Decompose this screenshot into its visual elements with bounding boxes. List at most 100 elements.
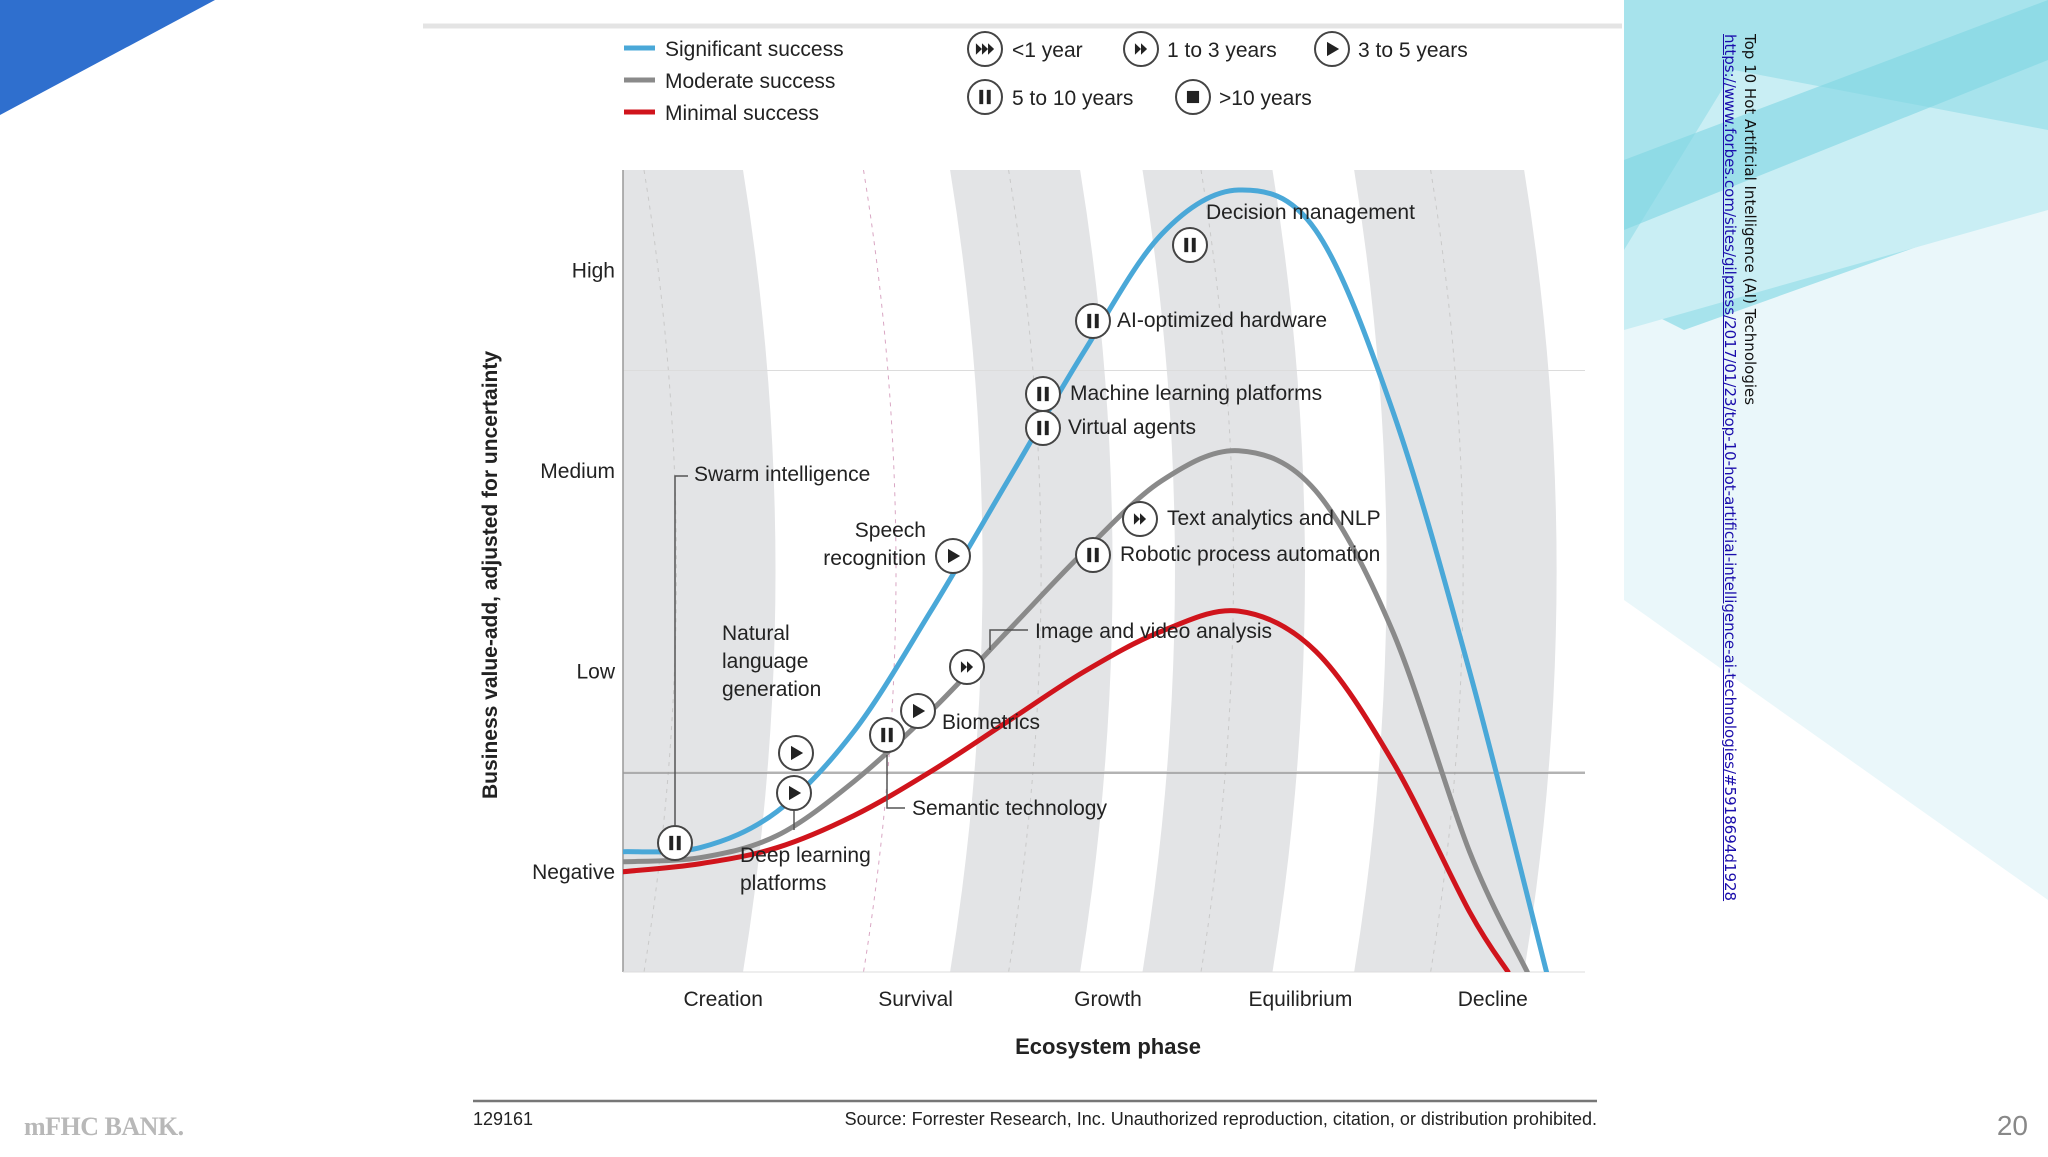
semantic-leader-line [886, 755, 905, 809]
play-icon [1314, 31, 1350, 67]
pause-bar [669, 835, 674, 851]
pause-bar [881, 727, 886, 743]
legend-label: Moderate success [665, 70, 835, 93]
grid-lines [623, 370, 1585, 774]
y-tick-label: High [572, 259, 615, 282]
pause-bar [1191, 237, 1196, 253]
footer-id: 129161 [473, 1109, 533, 1129]
marker-ai-optimized-hardware-pause-icon [1075, 303, 1111, 339]
x-tick-label: Creation [684, 988, 763, 1011]
icon-ring [1172, 227, 1208, 263]
reference-note: Top 10 Hot Artificial Intelligence (AI) … [1720, 34, 1760, 901]
legend-time-label: 1 to 3 years [1167, 39, 1277, 62]
marker-decision-management-pause-icon [1172, 227, 1208, 263]
technology-label: Text analytics and NLP [1167, 507, 1381, 530]
marker-deep-learning-platforms-play-icon [776, 775, 812, 811]
icon-ring [869, 717, 905, 753]
pause-bar [1044, 420, 1049, 436]
pause-bar [986, 89, 991, 105]
pause-bar [676, 835, 681, 851]
x-tick-label: Decline [1458, 988, 1528, 1011]
legend-time-label: 5 to 10 years [1012, 87, 1133, 110]
series-line-significant-success [623, 187, 1550, 972]
pause-bar [1094, 313, 1099, 329]
technology-markers: Decision management AI-optimized hardware… [657, 201, 1415, 895]
technology-label-line: language [722, 650, 808, 673]
page-number: 20 [1996, 1110, 2028, 1141]
stop-icon [1175, 79, 1211, 115]
y-tick-label: Negative [532, 861, 615, 884]
technology-label-line: platforms [740, 872, 826, 895]
series-line-moderate-success [623, 448, 1530, 972]
y-tick-label: Medium [540, 460, 615, 483]
technology-label-line: Speech [855, 519, 926, 542]
x-tick-label: Equilibrium [1248, 988, 1352, 1011]
marker-robotic-process-automation-pause-icon [1075, 537, 1111, 573]
technology-label-line: Natural [722, 622, 790, 645]
technology-label: Machine learning platforms [1070, 382, 1322, 405]
technology-label: Decision management [1206, 201, 1415, 224]
technology-label-line: generation [722, 678, 821, 701]
x-tick-label: Survival [878, 988, 953, 1011]
icon-ring [967, 79, 1003, 115]
footer-source: Source: Forrester Research, Inc. Unautho… [845, 1109, 1597, 1129]
icon-ring [1025, 376, 1061, 412]
play-triangle [1327, 41, 1340, 57]
technology-label: Virtual agents [1068, 416, 1196, 439]
icon-ring [657, 825, 693, 861]
marker-machine-learning-platforms-pause-icon [1025, 376, 1061, 412]
phase-band-4 [1354, 170, 1557, 972]
series-line-minimal-success [623, 608, 1511, 972]
pause-bar [1094, 547, 1099, 563]
technology-label: AI-optimized hardware [1117, 309, 1327, 332]
pause-bar [1087, 547, 1092, 563]
pause-bar [1037, 420, 1042, 436]
technology-label: Biometrics [942, 711, 1040, 734]
swarm-leader-line [674, 475, 688, 825]
pause-bar [979, 89, 984, 105]
legend-time-label: >10 years [1219, 87, 1312, 110]
side-decoration [1624, 0, 2048, 900]
icon-ring [1025, 410, 1061, 446]
ff-triangle [1140, 513, 1147, 525]
technology-label: Robotic process automation [1120, 543, 1380, 566]
ff-triangle [960, 661, 967, 673]
legend: Significant success Moderate success Minim… [624, 31, 1468, 125]
technology-label: Image and video analysis [1035, 620, 1272, 643]
ff-triangle [1133, 513, 1140, 525]
marker-semantic-technology-pause-icon [869, 717, 905, 753]
technology-label: Swarm intelligence [694, 463, 870, 486]
stop-square [1186, 90, 1200, 104]
play-triangle [913, 703, 926, 719]
marker-biometrics-play-icon [900, 693, 936, 729]
icon-ring [1075, 303, 1111, 339]
series-lines [623, 187, 1550, 972]
technology-label: Natural language generation [722, 622, 821, 701]
ff-triangle [1141, 43, 1148, 55]
image-leader-line [989, 629, 1028, 650]
legend-label: Minimal success [665, 102, 819, 125]
bank-logo: mFHC BANK. [24, 1112, 184, 1141]
fast-forward-3-icon [967, 31, 1003, 67]
pause-bar [888, 727, 893, 743]
play-triangle [789, 785, 802, 801]
legend-label: Significant success [665, 38, 844, 61]
legend-time-label: <1 year [1012, 39, 1083, 62]
pause-bar [1044, 386, 1049, 402]
pause-icon [967, 79, 1003, 115]
corner-decoration [0, 0, 215, 115]
y-tick-label: Low [576, 660, 615, 683]
icon-ring [1075, 537, 1111, 573]
marker-virtual-agents-pause-icon [1025, 410, 1061, 446]
pause-bar [1037, 386, 1042, 402]
play-triangle [948, 548, 961, 564]
technology-label: Speech recognition [823, 519, 926, 570]
technology-label-line: recognition [823, 547, 926, 570]
ff-triangle [1134, 43, 1141, 55]
ff-triangle [975, 43, 982, 55]
reference-link[interactable]: https://www.forbes.com/sites/gilpress/20… [1721, 34, 1739, 902]
pause-bar [1184, 237, 1189, 253]
marker-natural-language-generation-play-icon [778, 735, 814, 771]
